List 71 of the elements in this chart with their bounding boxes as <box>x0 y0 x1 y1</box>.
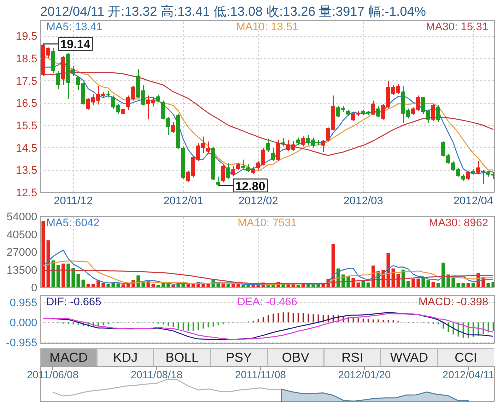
y-tick-label: 19.5 <box>16 31 38 44</box>
y-tick-label: 0 <box>31 282 38 294</box>
x-tick-label: 2012/01 <box>164 196 204 208</box>
candlestick <box>52 48 56 74</box>
candlestick <box>232 166 236 177</box>
line-series <box>43 260 494 286</box>
candlestick <box>56 70 60 90</box>
candlestick <box>172 122 176 134</box>
candlestick <box>266 138 270 153</box>
y-tick-label: 16.5 <box>16 98 38 110</box>
bar <box>472 283 476 288</box>
x-tick-label: 2011/12 <box>54 196 93 208</box>
candlestick <box>272 148 276 162</box>
bar <box>432 282 436 288</box>
candlestick <box>432 104 436 122</box>
bar <box>62 264 66 288</box>
y-tick-label: 17.5 <box>16 76 38 88</box>
y-tick-label: 15.5 <box>16 120 38 132</box>
category-label: MACD <box>50 350 88 365</box>
y-tick-label: 0.955 <box>10 298 38 310</box>
text: MA10: 13.51 <box>236 22 299 34</box>
chart-title: 2012/04/11 开:13.32 高:13.41 低:13.08 收:13.26 量:3917 幅:-1.04% <box>40 4 427 19</box>
y-tick-label: 12.5 <box>16 188 38 200</box>
annotation: 19.14 <box>60 38 91 52</box>
bar <box>222 284 226 288</box>
candlestick <box>372 100 376 116</box>
bar <box>466 283 470 288</box>
y-tick-label: 0.000 <box>10 318 38 330</box>
text: MA5: 6042 <box>46 218 100 230</box>
candlestick <box>436 104 440 123</box>
candlestick <box>376 106 380 118</box>
x-tick-label: 2011/08/18 <box>130 370 183 382</box>
x-tick-label: 2012/01/20 <box>338 370 392 382</box>
series-label: MACD: -0.398 <box>418 296 489 308</box>
candlestick <box>302 136 306 148</box>
category-label: OBV <box>282 350 310 365</box>
text: MA5: 13.41 <box>46 22 103 34</box>
category-label: KDJ <box>113 350 138 365</box>
x-tick-label: 2011/06/08 <box>27 370 80 382</box>
category-label: CCI <box>454 350 478 365</box>
candlestick <box>276 140 280 162</box>
line-series <box>43 270 494 284</box>
category-label: RSI <box>342 350 364 365</box>
y-tick-label: -0.955 <box>6 338 38 350</box>
x-tick-label: 2012/03 <box>344 196 384 208</box>
series-label: DIF: -0.665 <box>46 296 102 308</box>
candlestick <box>62 56 66 86</box>
y-tick-label: 13.5 <box>16 165 38 178</box>
y-tick-label: 54000 <box>6 212 38 224</box>
y-tick-label: 40500 <box>6 229 38 242</box>
bar <box>226 284 230 288</box>
category-label: WVAD <box>390 350 428 365</box>
category-label: BOLL <box>166 350 200 365</box>
y-tick-label: 27000 <box>6 247 38 259</box>
text: MA10: 7531 <box>238 218 298 230</box>
y-tick-label: 18.5 <box>16 53 38 66</box>
x-tick-label: 2012/04 <box>454 196 494 208</box>
x-tick-label: 2011/11/08 <box>235 370 286 382</box>
x-tick-label: 2012/02 <box>238 196 278 208</box>
candlestick <box>222 164 226 184</box>
text: MA30: 15.31 <box>426 22 488 34</box>
category-label: PSY <box>226 350 252 365</box>
candlestick <box>322 140 326 153</box>
y-tick-label: 13500 <box>6 264 38 277</box>
annotation: 12.80 <box>236 179 266 194</box>
x-tick-label: 2012/04/11 <box>442 370 495 382</box>
text: MA30: 8962 <box>429 218 489 230</box>
candlestick <box>226 162 230 180</box>
bar <box>486 283 490 288</box>
y-tick-label: 14.5 <box>16 142 38 155</box>
text: DEA: -0.466 <box>238 296 298 308</box>
